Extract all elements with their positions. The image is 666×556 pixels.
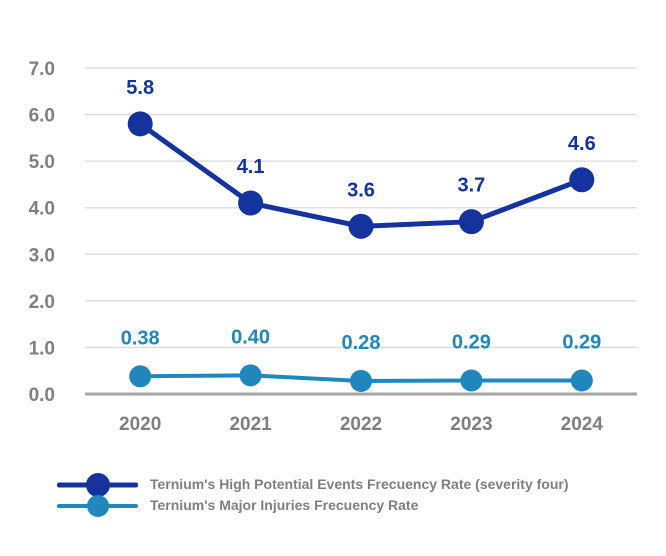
y-tick-label: 1.0 bbox=[29, 338, 55, 359]
data-point-marker bbox=[458, 209, 484, 235]
data-point-label: 3.6 bbox=[347, 179, 375, 201]
y-tick-label: 3.0 bbox=[29, 245, 55, 266]
data-point-label: 0.29 bbox=[452, 331, 491, 353]
chart-legend: Ternium's High Potential Events Frecuenc… bbox=[57, 472, 569, 517]
x-tick-label: 2024 bbox=[561, 414, 604, 435]
x-tick-label: 2021 bbox=[229, 414, 272, 435]
legend-dot-swatch bbox=[85, 472, 110, 497]
legend-item-high-potential-events: Ternium's High Potential Events Frecuenc… bbox=[57, 472, 569, 497]
data-point-label: 0.29 bbox=[562, 331, 601, 353]
data-point-marker bbox=[239, 364, 262, 387]
data-point-label: 5.8 bbox=[126, 77, 154, 99]
data-point-marker bbox=[129, 365, 152, 388]
y-tick-label: 0.0 bbox=[29, 385, 55, 406]
y-tick-label: 2.0 bbox=[29, 292, 55, 313]
y-tick-label: 7.0 bbox=[29, 59, 55, 80]
data-point-marker bbox=[570, 369, 593, 392]
data-point-marker bbox=[238, 190, 264, 216]
data-point-marker bbox=[569, 167, 595, 193]
data-point-label: 3.7 bbox=[457, 175, 485, 197]
data-point-marker bbox=[350, 369, 372, 392]
y-tick-label: 4.0 bbox=[29, 199, 55, 220]
y-tick-label: 5.0 bbox=[29, 152, 55, 173]
legend-dot-swatch bbox=[86, 494, 109, 517]
x-tick-label: 2023 bbox=[450, 414, 492, 435]
x-tick-label: 2020 bbox=[119, 414, 161, 435]
legend-item-major-injuries: Ternium's Major Injuries Frecuency Rate bbox=[57, 494, 569, 517]
data-point-label: 4.6 bbox=[568, 133, 596, 155]
line-chart-svg: 0.0 1.0 2.0 3.0 4.0 5.0 6.0 7.0 2020 2021 2022 2023… bbox=[29, 59, 637, 435]
data-point-label: 0.28 bbox=[342, 332, 381, 354]
series-line bbox=[138, 121, 583, 229]
data-point-label: 4.1 bbox=[237, 156, 265, 178]
data-point-marker bbox=[460, 369, 483, 392]
data-point-marker bbox=[127, 111, 153, 137]
legend-marker-high-potential bbox=[57, 472, 138, 497]
data-point-label: 0.40 bbox=[231, 326, 270, 348]
y-tick-label: 6.0 bbox=[29, 106, 55, 127]
legend-label-high-potential: Ternium's High Potential Events Frecuenc… bbox=[150, 476, 569, 492]
legend-label-major-injuries: Ternium's Major Injuries Frecuency Rate bbox=[150, 497, 419, 513]
data-point-marker bbox=[348, 213, 374, 239]
data-point-label: 0.38 bbox=[121, 327, 160, 349]
x-tick-label: 2022 bbox=[340, 414, 382, 435]
legend-marker-major-injuries bbox=[57, 494, 138, 517]
